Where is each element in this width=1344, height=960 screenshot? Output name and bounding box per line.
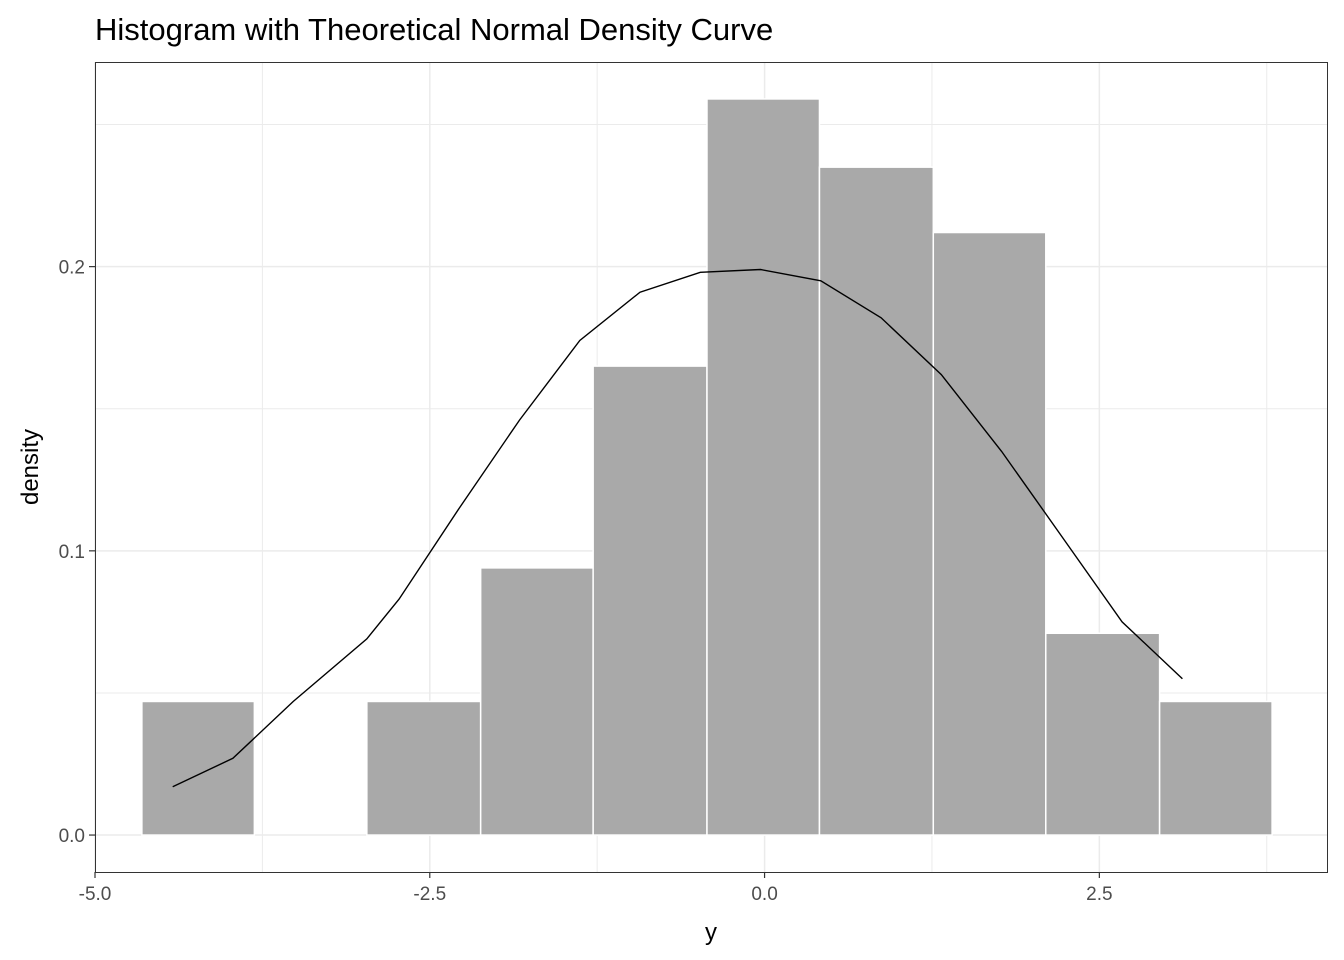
y-axis-title: density: [17, 429, 44, 505]
histogram-bar: [592, 365, 708, 836]
histogram-bar: [479, 567, 594, 836]
normal-density-curve: [172, 268, 1183, 788]
histogram-bar: [706, 98, 821, 836]
histogram-bar: [1045, 632, 1161, 836]
histogram-bars: [141, 98, 1273, 836]
chart-title: Histogram with Theoretical Normal Densit…: [95, 12, 773, 47]
x-tick-label: -5.0: [79, 884, 112, 905]
histogram-bar: [818, 166, 935, 836]
y-axis: 0.0 0.1 0.2: [59, 258, 95, 847]
x-tick-label: 2.5: [1086, 884, 1112, 905]
density-curve-layer: [172, 268, 1183, 788]
panel-border: [95, 62, 1328, 873]
x-tick-label: 0.0: [751, 884, 777, 905]
histogram-bar: [932, 231, 1047, 836]
y-tick-label: 0.1: [59, 542, 85, 563]
y-tick-label: 0.2: [59, 258, 85, 279]
histogram-bar: [366, 700, 482, 836]
x-axis: -5.0 -2.5 0.0 2.5: [79, 872, 1113, 905]
x-tick-label: -2.5: [413, 884, 446, 905]
histogram-bar: [141, 700, 256, 836]
y-tick-label: 0.0: [59, 826, 85, 847]
histogram-bar: [1158, 700, 1273, 836]
x-axis-title: y: [705, 919, 717, 946]
